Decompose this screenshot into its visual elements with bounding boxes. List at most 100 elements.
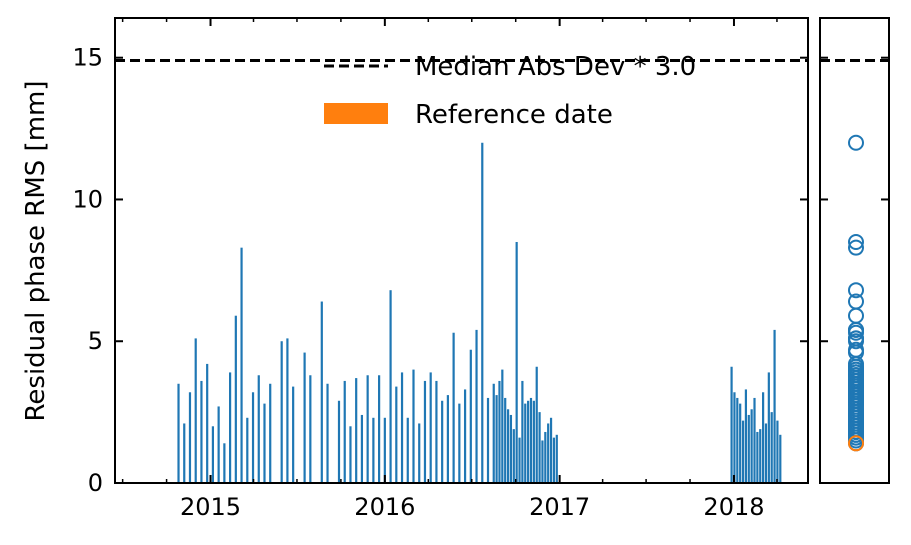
data-bar	[234, 315, 237, 483]
data-bar	[418, 423, 421, 483]
data-bar	[337, 400, 341, 483]
data-bar	[211, 426, 215, 483]
data-bar	[512, 429, 515, 483]
data-bar	[518, 437, 521, 483]
data-bar	[435, 380, 438, 483]
data-bar	[750, 409, 753, 483]
legend: Median Abs Dev * 3.0 Reference date	[324, 52, 696, 130]
data-bar	[779, 434, 782, 483]
side-panel-frame	[819, 17, 890, 484]
data-bar	[538, 412, 541, 483]
data-bar	[535, 366, 538, 483]
data-bar	[498, 380, 501, 483]
data-bar	[223, 443, 226, 483]
legend-threshold-label: Median Abs Dev * 3.0	[415, 52, 696, 82]
data-bar	[326, 383, 329, 483]
data-bar	[286, 338, 289, 483]
side-reference-point	[848, 435, 864, 452]
data-bar	[515, 241, 518, 483]
data-bar	[747, 414, 750, 483]
legend-reference-label: Reference date	[415, 100, 613, 130]
y-tick-label: 5	[88, 327, 103, 355]
side-point	[848, 233, 864, 250]
side-point	[848, 239, 864, 256]
data-bar	[263, 403, 266, 483]
main-plot-frame	[114, 17, 809, 484]
data-bar	[412, 369, 415, 483]
data-bar	[349, 426, 352, 483]
side-point	[848, 341, 864, 358]
data-bar	[733, 392, 736, 483]
side-point	[848, 426, 864, 443]
side-point	[848, 293, 864, 310]
data-bar	[736, 397, 739, 483]
side-point	[848, 404, 864, 421]
data-bar	[383, 417, 386, 483]
data-bar	[486, 397, 490, 483]
data-bar	[303, 352, 306, 483]
data-bar	[509, 414, 513, 483]
legend-reference-swatch	[324, 103, 388, 124]
data-bar	[200, 380, 203, 483]
x-tick-label: 2018	[703, 493, 764, 521]
data-bar	[549, 417, 553, 483]
data-bar	[463, 389, 467, 483]
data-bar	[529, 397, 533, 483]
data-bar	[183, 423, 186, 483]
data-bar	[495, 395, 498, 483]
x-tick-label: 2016	[354, 493, 415, 521]
data-bar	[767, 372, 770, 483]
data-bar	[524, 403, 527, 483]
data-bar	[555, 434, 558, 483]
data-bar	[504, 397, 507, 483]
data-bar	[360, 414, 364, 483]
data-bar	[469, 349, 472, 483]
data-bar	[544, 431, 547, 483]
data-bar	[269, 383, 272, 483]
data-bar	[177, 383, 180, 483]
data-bar	[280, 341, 283, 483]
data-bar	[355, 378, 358, 483]
data-bar	[395, 386, 398, 483]
side-point	[848, 321, 864, 338]
data-bar	[240, 247, 243, 483]
data-bar	[206, 363, 209, 483]
data-bar	[343, 380, 346, 483]
data-bar	[756, 431, 759, 483]
x-tick-label: 2015	[180, 493, 241, 521]
data-bar	[506, 409, 510, 483]
side-point	[848, 364, 864, 381]
data-bar	[770, 412, 773, 483]
data-bar	[762, 392, 765, 483]
data-bar	[257, 375, 260, 483]
y-axis-label: Residual phase RMS [mm]	[21, 81, 51, 422]
data-bar	[246, 417, 249, 483]
y-tick-label: 0	[88, 469, 103, 497]
data-bar	[547, 423, 550, 483]
data-bar	[292, 386, 295, 483]
y-tick-label: 15	[72, 44, 103, 72]
x-tick-label: 2017	[529, 493, 590, 521]
data-bar	[776, 420, 779, 483]
data-bar	[741, 420, 745, 483]
data-bar	[730, 366, 733, 483]
data-bar	[251, 392, 255, 483]
data-bar	[217, 406, 220, 483]
data-bar	[764, 423, 768, 483]
data-bar	[309, 375, 312, 483]
data-bar	[452, 332, 455, 483]
data-bar	[773, 329, 776, 483]
data-bar	[481, 142, 484, 483]
data-bar	[366, 375, 369, 483]
data-bar	[446, 395, 449, 483]
data-bar	[492, 383, 495, 483]
side-point	[848, 134, 864, 151]
data-bar	[759, 429, 762, 483]
side-point	[848, 384, 864, 401]
y-tick-label: 10	[72, 185, 103, 213]
data-bar	[378, 375, 381, 483]
data-bar	[229, 372, 232, 483]
data-bar	[501, 369, 504, 483]
side-point	[848, 307, 864, 324]
data-bar	[541, 440, 544, 483]
